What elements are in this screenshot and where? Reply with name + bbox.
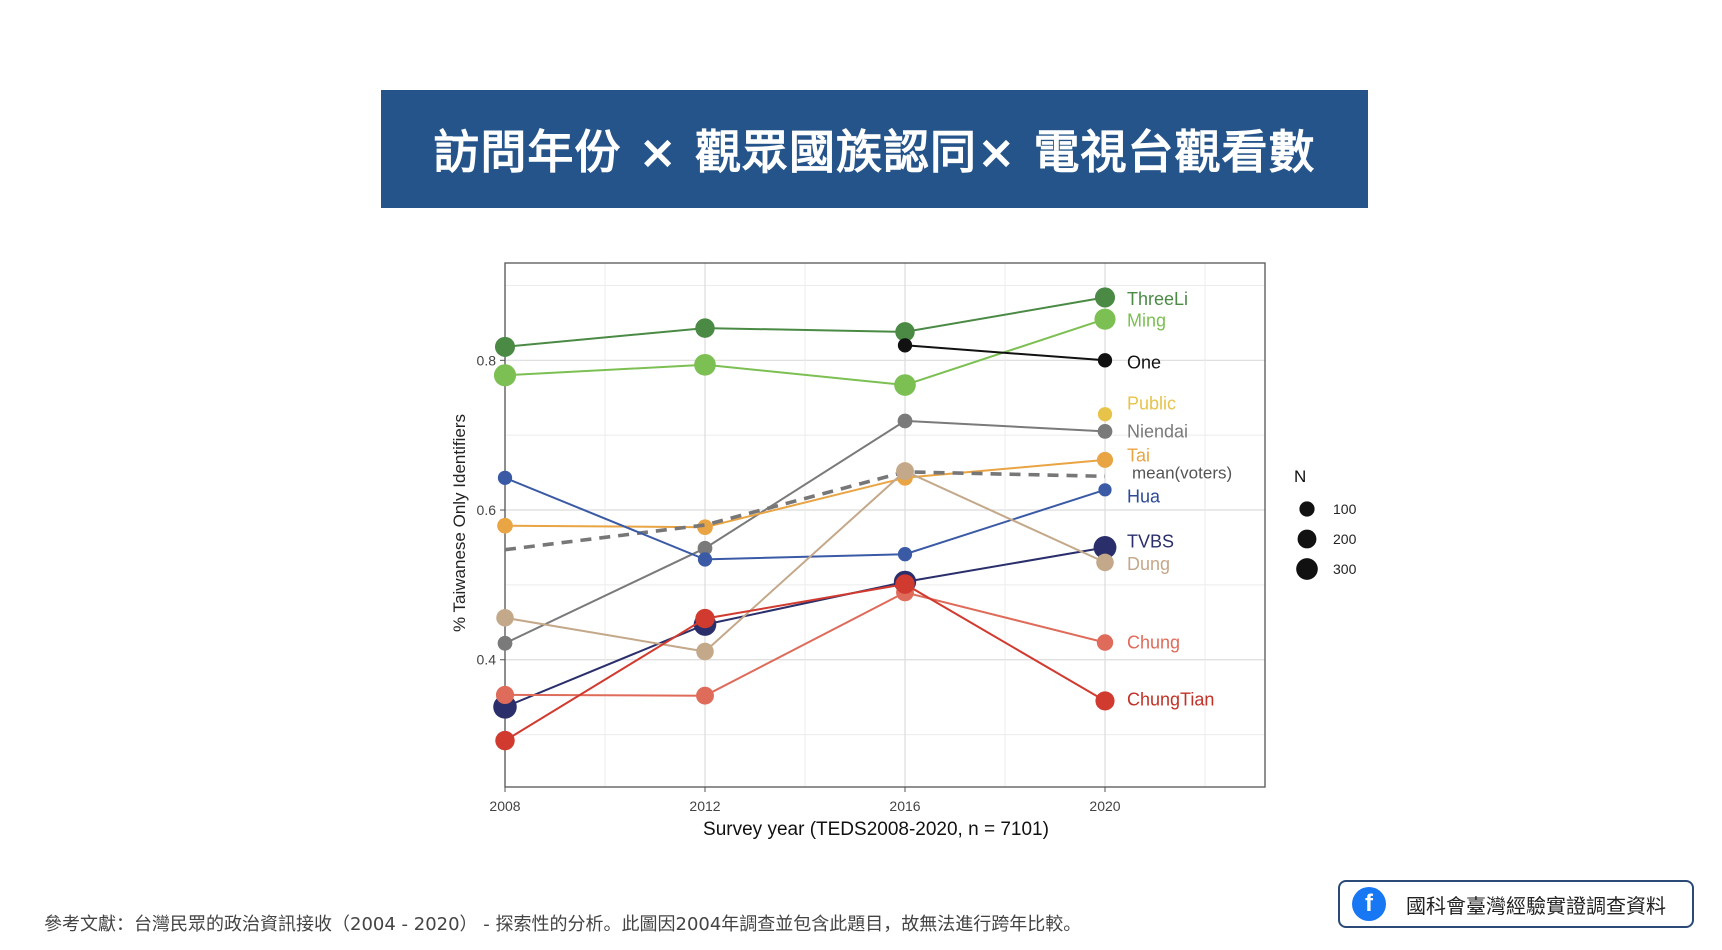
series-line: [504, 419, 1106, 645]
series-line: [504, 546, 1106, 708]
data-point: [1096, 634, 1114, 651]
data-point: [495, 685, 515, 705]
series-chungtian: [495, 574, 1115, 751]
data-point: [697, 552, 713, 567]
axes: % Taiwanese Only Identifiers Survey year…: [450, 352, 1121, 840]
page-title: 訪問年份 × 觀眾國族認同× 電視台觀看數: [433, 125, 1316, 179]
data-point: [1096, 553, 1114, 572]
y-tick-label: 0.4: [477, 652, 497, 668]
y-axis-label: % Taiwanese Only Identifiers: [450, 414, 469, 632]
data-point: [497, 470, 513, 485]
legend-size-marker: [1296, 558, 1318, 580]
series-label: Dung: [1127, 554, 1170, 574]
series-label: TVBS: [1127, 531, 1174, 551]
series-label: Hua: [1127, 487, 1161, 507]
series-label: Chung: [1127, 633, 1180, 653]
y-tick-label: 0.8: [477, 352, 497, 368]
data-point: [497, 517, 513, 534]
legend-size-marker: [1297, 529, 1317, 549]
data-point: [1097, 353, 1113, 368]
series-label: ChungTian: [1127, 689, 1214, 709]
series-ming: [493, 308, 1116, 396]
series-label: Tai: [1127, 445, 1150, 465]
series-tai: [497, 451, 1114, 536]
data-point: [1097, 407, 1113, 422]
series-layer: [493, 287, 1117, 751]
series-hua: [497, 470, 1112, 567]
x-axis-label: Survey year (TEDS2008-2020, n = 7101): [703, 819, 1049, 840]
series-line: [904, 344, 1106, 362]
legend-title: N: [1294, 467, 1306, 486]
reference-note: 參考文獻：台灣民眾的政治資訊接收（2004 - 2020） - 探索性的分析。此…: [44, 914, 1082, 935]
title-banner: 訪問年份 × 觀眾國族認同× 電視台觀看數: [381, 90, 1368, 208]
data-point: [495, 730, 515, 751]
data-point: [695, 318, 715, 338]
legend-size-label: 100: [1333, 501, 1357, 517]
x-tick-label: 2008: [489, 798, 520, 814]
data-point: [696, 642, 714, 661]
series-line: [504, 470, 1106, 552]
data-point: [1094, 308, 1116, 330]
data-point: [1095, 691, 1115, 711]
series-line: [504, 591, 1106, 697]
x-tick-label: 2016: [889, 798, 920, 814]
data-point: [1096, 451, 1114, 468]
data-point: [895, 322, 915, 342]
legend-size-marker: [1299, 501, 1315, 517]
data-point: [1093, 536, 1117, 559]
series-label: ThreeLi: [1127, 289, 1188, 309]
plot-background: [505, 263, 1265, 787]
series-line: [504, 476, 1106, 561]
legend-size-label: 300: [1333, 561, 1357, 577]
data-point: [694, 353, 716, 376]
data-point: [897, 338, 913, 353]
series-label: One: [1127, 353, 1161, 373]
size-legend: N 100 200 300: [1294, 467, 1357, 580]
data-point: [895, 574, 915, 594]
source-badge[interactable]: f 國科會臺灣經驗實證調查資料: [1338, 880, 1694, 928]
badge-label: 國科會臺灣經驗實證調查資料: [1406, 893, 1666, 918]
series-label: Public: [1127, 394, 1176, 414]
data-point: [494, 336, 516, 357]
series-label: mean(voters): [1132, 464, 1232, 483]
data-point: [497, 635, 513, 651]
series-niendai: [497, 413, 1113, 651]
series-label: Ming: [1127, 311, 1166, 331]
data-point: [1094, 287, 1116, 308]
series-public: [1097, 407, 1113, 422]
data-point: [897, 413, 913, 429]
data-point: [696, 686, 714, 705]
series-dung: [496, 462, 1114, 661]
data-point: [1098, 483, 1112, 497]
data-point: [896, 462, 914, 481]
series-threeli: [494, 287, 1116, 357]
data-point: [697, 519, 713, 536]
series-one: [897, 338, 1113, 368]
data-point: [695, 608, 715, 629]
data-point: [697, 540, 713, 556]
data-point: [897, 547, 913, 562]
data-point: [894, 374, 916, 396]
y-tick-label: 0.6: [477, 502, 497, 518]
x-tick-label: 2012: [689, 798, 720, 814]
data-point: [493, 364, 517, 387]
x-tick-label: 2020: [1089, 798, 1120, 814]
series-line: [504, 458, 1106, 529]
series-label: Niendai: [1127, 421, 1188, 441]
series-line: [504, 583, 1106, 742]
data-point: [1097, 424, 1113, 439]
series-line: [504, 296, 1106, 348]
series-line: [504, 469, 1106, 653]
data-point: [496, 609, 514, 627]
legend-size-label: 200: [1333, 531, 1357, 547]
series-mean-voters-: [504, 470, 1106, 552]
facebook-icon: f: [1352, 887, 1386, 921]
